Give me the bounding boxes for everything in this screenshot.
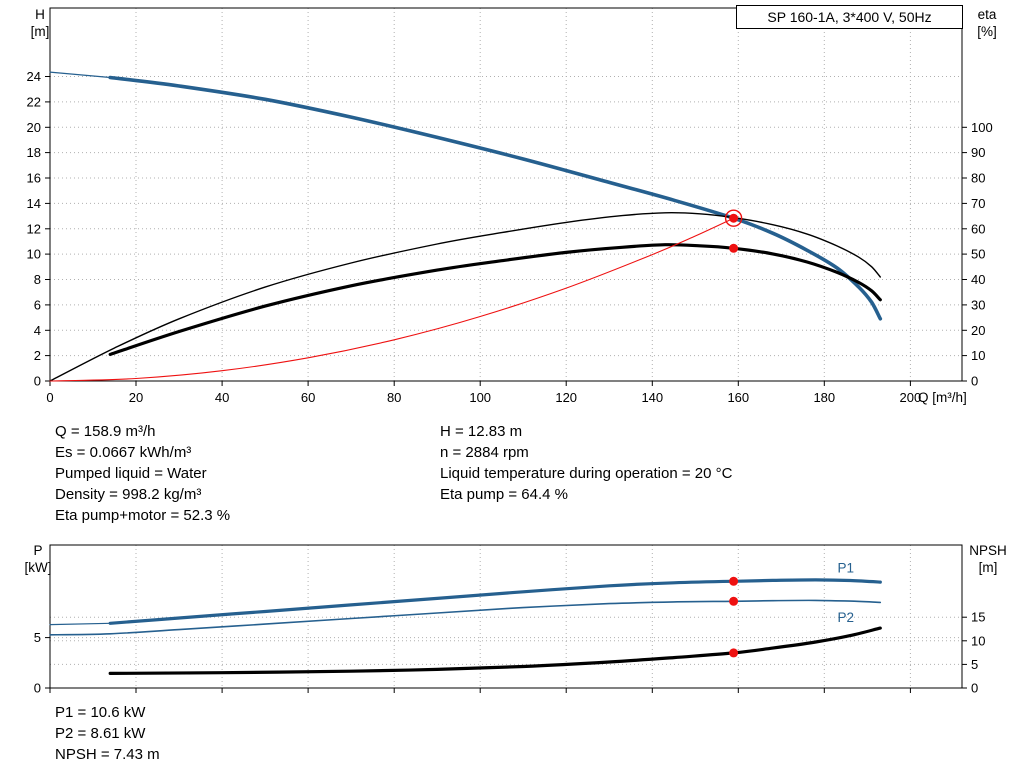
y-right-tick-label: 80 [971, 171, 985, 186]
y-left-tick-label: 18 [27, 145, 41, 160]
axis-title-power: P [kW] [14, 542, 62, 576]
axis-title-eta: eta [%] [962, 6, 1012, 40]
info-line-rpm: n = 2884 rpm [440, 444, 529, 461]
system-curve [49, 217, 735, 382]
y-right-tick-label: 90 [971, 145, 985, 160]
axis-title-line: eta [977, 7, 997, 22]
y-right-tick-label: 0 [971, 374, 978, 389]
y-right-tick-label: 70 [971, 196, 985, 211]
axis-title-line: P [33, 543, 43, 558]
p2-point [729, 596, 739, 606]
npsh-curve [108, 626, 882, 675]
info-line-p1: P1 = 10.6 kW [55, 704, 146, 721]
y-left-tick-label: 5 [34, 630, 41, 645]
eta-pump-motor-curve [108, 243, 882, 356]
axis-title-line: [%] [977, 24, 997, 39]
info-line-es: Es = 0.0667 kWh/m³ [55, 444, 192, 461]
y-left-tick-label: 0 [34, 374, 41, 389]
power-npsh-chart: 0 5 0 5 10 15 P1 P2 [34, 544, 985, 696]
x-tick-label: 100 [469, 390, 491, 405]
head-curve-lead [49, 71, 111, 79]
axis-title-line: [m] [30, 24, 50, 39]
y-left-tick-label: 12 [27, 221, 41, 236]
x-tick-label: 80 [387, 390, 401, 405]
y-left-tick-label: 16 [27, 171, 41, 186]
y-left-tick-label: 24 [27, 69, 41, 84]
duty-point [729, 213, 739, 223]
y-right-tick-label: 100 [971, 120, 993, 135]
info-line-p2: P2 = 8.61 kW [55, 725, 146, 742]
power-info: P1 = 10.6 kW P2 = 8.61 kW NPSH = 7.43 m [55, 702, 160, 765]
x-tick-label: 140 [641, 390, 663, 405]
info-line-eta-pump: Eta pump = 64.4 % [440, 486, 568, 503]
y-left-tick-label: 4 [34, 323, 41, 338]
x-tick-label: 60 [301, 390, 315, 405]
x-tick-label: 120 [555, 390, 577, 405]
x-tick-label: 200 [900, 390, 922, 405]
y-right-tick-label: 10 [971, 633, 985, 648]
info-line-eta-pump-motor: Eta pump+motor = 52.3 % [55, 507, 231, 524]
axis-title-npsh: NPSH [m] [956, 542, 1020, 576]
info-line-density: Density = 998.2 kg/m³ [55, 486, 202, 503]
info-line-h: H = 12.83 m [440, 423, 523, 440]
p1-curve-lead [49, 622, 111, 626]
y-right-tick-label: 10 [971, 348, 985, 363]
y-left-tick-label: 22 [27, 94, 41, 109]
y-left-tick-label: 6 [34, 297, 41, 312]
y-right-tick-label: 20 [971, 323, 985, 338]
axis-title-line: H [35, 7, 45, 22]
y-right-tick-label: 60 [971, 221, 985, 236]
x-tick-label: 0 [46, 390, 53, 405]
y-left-tick-label: 14 [27, 196, 41, 211]
plot-frame [49, 7, 963, 382]
pump-title-box: SP 160-1A, 3*400 V, 50Hz [736, 5, 963, 29]
info-line-npsh: NPSH = 7.43 m [55, 746, 160, 763]
y-right-tick-label: 40 [971, 272, 985, 287]
y-right-tick-label: 5 [971, 657, 978, 672]
axis-title-line: [kW] [24, 560, 52, 575]
y-left-tick-label: 2 [34, 348, 41, 363]
y-left-tick-label: 8 [34, 272, 41, 287]
y-left-tick-label: 10 [27, 247, 41, 262]
npsh-point [729, 648, 739, 658]
y-right-tick-label: 30 [971, 297, 985, 312]
info-line-temperature: Liquid temperature during operation = 20… [440, 465, 733, 482]
p1-label: P1 [838, 561, 855, 576]
duty-point-ring [724, 209, 743, 227]
x-tick-label: 20 [129, 390, 143, 405]
x-axis-label: Q [m³/h] [918, 390, 967, 405]
duty-info-left: Q = 158.9 m³/h Es = 0.0667 kWh/m³ Pumped… [55, 421, 230, 526]
p1-curve [108, 578, 882, 625]
eta-pump-curve [49, 212, 881, 382]
y-right-tick-label: 15 [971, 610, 985, 625]
plot-frame [49, 544, 963, 689]
y-left-tick-label: 0 [34, 681, 41, 696]
y-right-tick-label: 50 [971, 247, 985, 262]
info-line-q: Q = 158.9 m³/h [55, 423, 156, 440]
x-tick-label: 40 [215, 390, 229, 405]
axis-title-line: NPSH [969, 543, 1007, 558]
p2-label: P2 [838, 610, 855, 625]
axis-title-line: [m] [978, 560, 998, 575]
axis-title-head: H [m] [18, 6, 62, 40]
p2-curve [49, 599, 882, 636]
y-left-tick-label: 20 [27, 120, 41, 135]
pump-performance-chart: 0 20 40 60 80 100 120 140 160 180 2000246810121416… [27, 7, 993, 405]
p1-point [729, 576, 739, 586]
x-tick-label: 160 [727, 390, 749, 405]
eta-pump-motor-point [729, 243, 739, 253]
duty-info-right: H = 12.83 m n = 2884 rpm Liquid temperat… [440, 421, 732, 505]
x-tick-label: 180 [813, 390, 835, 405]
info-line-liquid: Pumped liquid = Water [55, 465, 207, 482]
head-curve [108, 75, 883, 321]
y-right-tick-label: 0 [971, 681, 978, 696]
